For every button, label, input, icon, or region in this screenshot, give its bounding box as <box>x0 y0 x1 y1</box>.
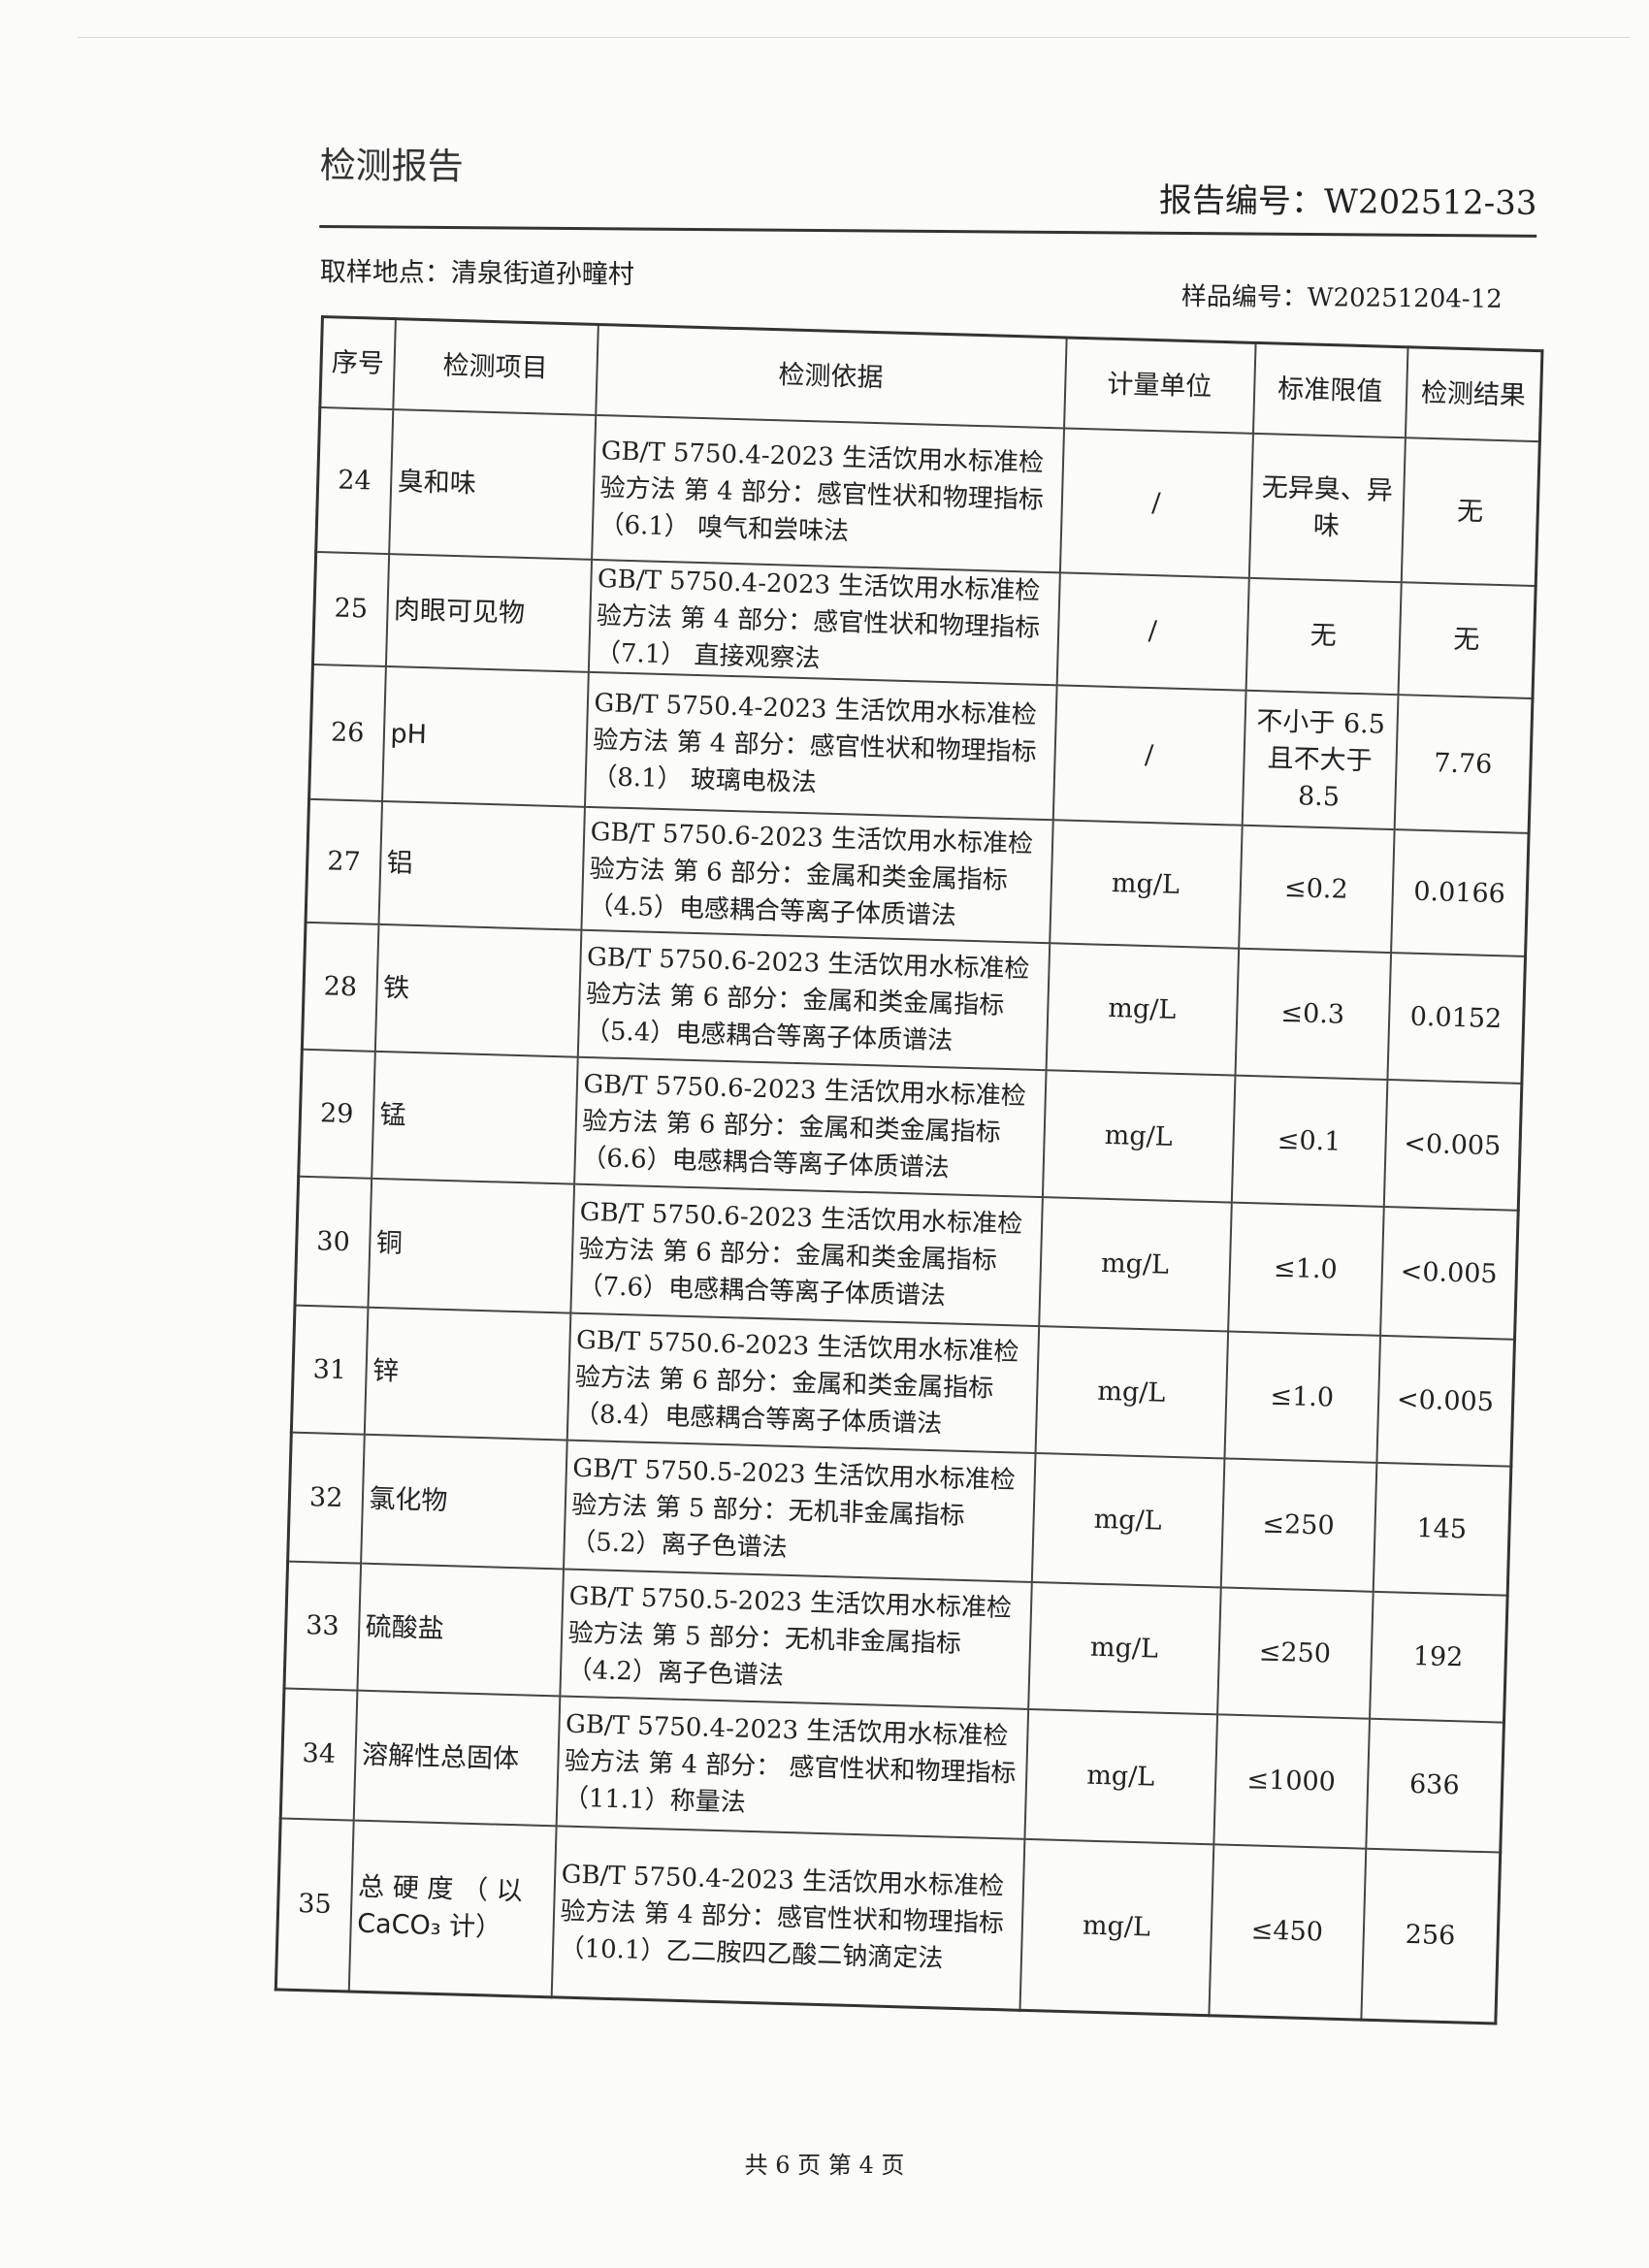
cell-no: 27 <box>306 798 382 924</box>
cell-limit: ≤0.3 <box>1234 948 1391 1080</box>
cell-no: 32 <box>287 1432 365 1564</box>
cell-no: 25 <box>312 551 389 666</box>
page-number: 共 6 页 第 4 页 <box>744 2152 905 2179</box>
cell-result: 192 <box>1369 1591 1508 1723</box>
col-header-limit: 标准限值 <box>1252 342 1408 438</box>
col-header-item: 检测项目 <box>392 318 598 415</box>
cell-basis: GB/T 5750.6-2023 生活饮用水标准检验方法 第 6 部分：金属和类… <box>566 1312 1039 1454</box>
cell-basis: GB/T 5750.6-2023 生活饮用水标准检验方法 第 6 部分：金属和类… <box>580 806 1053 944</box>
cell-limit: 无异臭、异味 <box>1248 433 1406 583</box>
cell-limit: 不小于 6.5 且不大于 8.5 <box>1242 690 1399 830</box>
cell-basis: GB/T 5750.4-2023 生活饮用水标准检验方法 第 4 部分：感官性状… <box>588 559 1060 686</box>
cell-result: 636 <box>1365 1718 1504 1853</box>
cell-result: 无 <box>1401 437 1540 587</box>
cell-item: 肉眼可见物 <box>385 554 592 672</box>
cell-no: 30 <box>294 1176 372 1308</box>
cell-item: 臭和味 <box>388 409 596 560</box>
cell-no: 31 <box>291 1305 368 1435</box>
table-row: 35 总 硬 度 （ 以 CaCO₃ 计） GB/T 5750.4-2023 生活饮… <box>275 1818 1501 2024</box>
cell-item: 铝 <box>377 800 585 930</box>
cell-limit: ≤1.0 <box>1223 1331 1380 1463</box>
cell-basis: GB/T 5750.4-2023 生活饮用水标准检验方法 第 4 部分：感官性状… <box>551 1826 1024 2010</box>
cell-limit: ≤1000 <box>1212 1714 1370 1849</box>
cell-item: 铁 <box>374 923 581 1057</box>
cell-unit: mg/L <box>1038 1197 1232 1332</box>
col-header-no: 序号 <box>319 316 396 410</box>
results-table-wrapper: 序号 检测项目 检测依据 计量单位 标准限值 检测结果 24 臭和味 GB/T 57… <box>274 315 1544 2025</box>
cell-item: 总 硬 度 （ 以 CaCO₃ 计） <box>348 1820 557 1997</box>
cell-unit: / <box>1052 685 1246 826</box>
scan-edge-line <box>78 37 1630 38</box>
cell-unit: mg/L <box>1046 943 1239 1076</box>
cell-unit: mg/L <box>1035 1326 1228 1459</box>
cell-limit: ≤250 <box>1216 1587 1374 1719</box>
cell-result: <0.005 <box>1375 1335 1515 1467</box>
cell-result: 无 <box>1398 582 1536 699</box>
cell-basis: GB/T 5750.6-2023 生活饮用水标准检验方法 第 6 部分：金属和类… <box>577 929 1050 1071</box>
cell-limit: ≤450 <box>1208 1844 1366 2020</box>
cell-limit: ≤1.0 <box>1227 1202 1384 1336</box>
results-table: 序号 检测项目 检测依据 计量单位 标准限值 检测结果 24 臭和味 GB/T 57… <box>274 315 1544 2025</box>
cell-basis: GB/T 5750.6-2023 生活饮用水标准检验方法 第 6 部分：金属和类… <box>573 1056 1047 1198</box>
cell-limit: ≤0.2 <box>1238 825 1395 954</box>
cell-unit: / <box>1059 428 1253 578</box>
cell-limit: 无 <box>1245 577 1402 696</box>
cell-result: 7.76 <box>1394 695 1533 833</box>
cell-item: pH <box>381 665 589 807</box>
cell-no: 26 <box>308 664 386 801</box>
cell-item: 溶解性总固体 <box>353 1690 560 1827</box>
cell-basis: GB/T 5750.6-2023 生活饮用水标准检验方法 第 6 部分：金属和类… <box>569 1183 1043 1327</box>
page-title: 检测报告 <box>319 144 464 188</box>
cell-basis: GB/T 5750.4-2023 生活饮用水标准检验方法 第 4 部分：感官性状… <box>591 414 1064 573</box>
cell-limit: ≤0.1 <box>1231 1075 1387 1207</box>
cell-unit: mg/L <box>1027 1581 1221 1715</box>
cell-result: 256 <box>1360 1848 1501 2024</box>
cell-unit: mg/L <box>1049 820 1243 949</box>
cell-unit: mg/L <box>1023 1708 1217 1845</box>
cell-result: 145 <box>1373 1462 1511 1596</box>
cell-result: 0.0152 <box>1386 953 1526 1084</box>
cell-item: 氯化物 <box>360 1434 567 1570</box>
header-divider <box>319 224 1537 238</box>
cell-item: 锰 <box>371 1051 578 1184</box>
cell-limit: ≤250 <box>1220 1458 1376 1592</box>
cell-basis: GB/T 5750.5-2023 生活饮用水标准检验方法 第 5 部分：无机非金… <box>563 1440 1036 1582</box>
cell-basis: GB/T 5750.4-2023 生活饮用水标准检验方法 第 4 部分：感官性状… <box>584 671 1057 821</box>
cell-result: <0.005 <box>1383 1079 1522 1211</box>
cell-unit: / <box>1056 572 1249 691</box>
cell-basis: GB/T 5750.4-2023 生活饮用水标准检验方法 第 4 部分： 感官性… <box>556 1696 1028 1839</box>
report-number: 报告编号：W202512-33 <box>1158 180 1537 223</box>
cell-result: 0.0166 <box>1390 829 1530 956</box>
cell-no: 35 <box>275 1818 354 1992</box>
cell-item: 锌 <box>364 1307 570 1441</box>
cell-unit: mg/L <box>1042 1070 1235 1203</box>
report-header: 检测报告 报告编号：W202512-33 <box>319 136 1537 238</box>
col-header-unit: 计量单位 <box>1063 337 1256 434</box>
sample-number: 样品编号：W20251204-12 <box>1180 281 1503 314</box>
col-header-result: 检测结果 <box>1405 346 1542 442</box>
col-header-basis: 检测依据 <box>595 324 1067 429</box>
cell-result: <0.005 <box>1379 1206 1519 1340</box>
sampling-location: 取样地点：清泉街道孙疃村 <box>319 256 634 290</box>
cell-unit: mg/L <box>1019 1838 1213 2016</box>
cell-no: 34 <box>280 1688 357 1821</box>
cell-basis: GB/T 5750.5-2023 生活饮用水标准检验方法 第 5 部分：无机非金… <box>559 1569 1032 1709</box>
cell-no: 24 <box>315 407 393 555</box>
cell-unit: mg/L <box>1031 1453 1224 1588</box>
cell-no: 33 <box>283 1561 361 1691</box>
cell-no: 28 <box>302 922 378 1052</box>
cell-item: 硫酸盐 <box>356 1563 564 1697</box>
cell-item: 铜 <box>367 1178 574 1313</box>
cell-no: 29 <box>298 1049 375 1179</box>
